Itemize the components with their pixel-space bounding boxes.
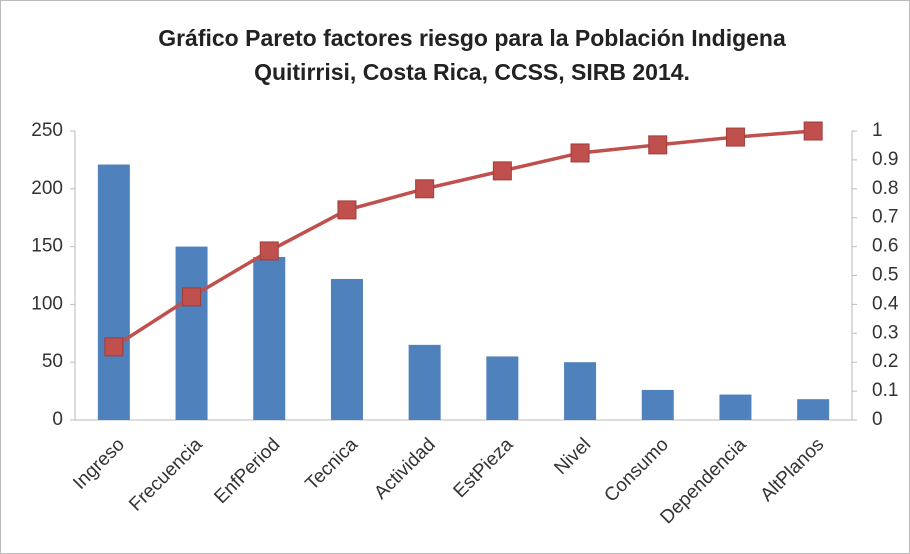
bar [253, 257, 286, 420]
chart-title: Quitirrisi, Costa Rica, CCSS, SIRB 2014. [254, 59, 690, 85]
bar [408, 344, 441, 420]
line-marker [337, 200, 357, 220]
line-marker [570, 143, 590, 163]
y-tick-label: 200 [31, 178, 63, 199]
y2-tick-label: 0.4 [872, 293, 899, 314]
line-marker [648, 135, 668, 155]
bar [97, 164, 130, 420]
chart-title: Gráfico Pareto factores riesgo para la P… [158, 25, 786, 51]
line-marker [182, 287, 202, 307]
y-tick-label: 100 [31, 293, 63, 314]
y2-tick-label: 0.8 [872, 178, 898, 199]
bar [564, 362, 597, 420]
bar [486, 356, 519, 420]
y-tick-label: 50 [42, 351, 63, 372]
line-marker [725, 127, 745, 147]
line-marker [803, 121, 823, 141]
y2-tick-label: 0.6 [872, 236, 898, 257]
y2-tick-label: 0.7 [872, 207, 898, 228]
y2-tick-label: 1 [872, 120, 883, 141]
y2-tick-label: 0.1 [872, 380, 898, 401]
y2-tick-label: 0.3 [872, 322, 898, 343]
bar [719, 394, 752, 420]
bar [641, 389, 674, 420]
line-marker [415, 179, 435, 199]
bar [330, 278, 363, 420]
line-marker [104, 337, 124, 357]
y-tick-label: 250 [31, 120, 63, 141]
line-marker [492, 161, 512, 181]
y-tick-label: 0 [52, 409, 63, 430]
y2-tick-label: 0 [872, 409, 883, 430]
y2-tick-label: 0.5 [872, 265, 898, 286]
y2-tick-label: 0.9 [872, 149, 898, 170]
bar [797, 399, 830, 420]
pareto-line [112, 129, 814, 349]
bar [175, 246, 208, 420]
line-marker [259, 241, 279, 261]
y-tick-label: 150 [31, 236, 63, 257]
y2-tick-label: 0.2 [872, 351, 898, 372]
